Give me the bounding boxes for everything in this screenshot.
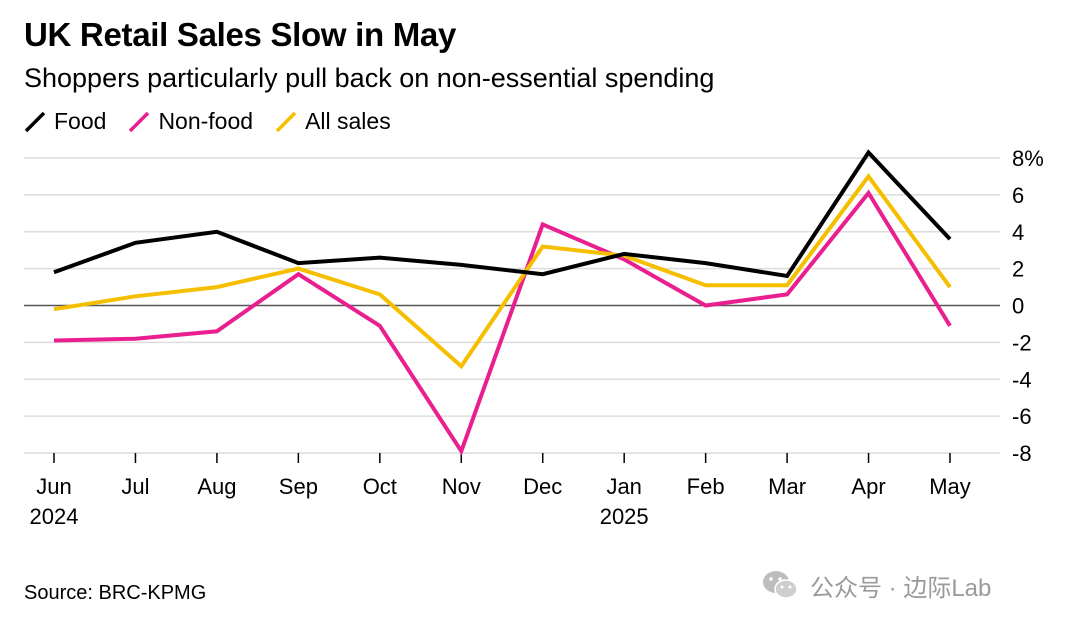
y-tick-label: -6 xyxy=(1012,404,1032,429)
y-tick-label: 8% xyxy=(1012,146,1044,171)
series-line-non-food xyxy=(53,189,952,456)
y-tick-label: 6 xyxy=(1012,183,1024,208)
y-tick-label: 4 xyxy=(1012,220,1024,245)
x-year-label: 2025 xyxy=(600,504,649,529)
x-tick-label: Sep xyxy=(279,474,318,499)
x-tick-label: Apr xyxy=(851,474,885,499)
legend-item-all-sales: All sales xyxy=(275,108,391,135)
legend-label-all-sales: All sales xyxy=(305,108,391,134)
legend-label-food: Food xyxy=(54,108,107,134)
x-year-label: 2024 xyxy=(30,504,79,529)
series-line-food xyxy=(53,149,952,279)
y-tick-label: -2 xyxy=(1012,330,1032,355)
wechat-icon xyxy=(763,571,798,599)
y-tick-label: 0 xyxy=(1012,294,1024,319)
x-tick-label: May xyxy=(929,474,971,499)
x-tick-label: Dec xyxy=(523,474,562,499)
x-tick-label: Aug xyxy=(197,474,236,499)
series-line-all-sales xyxy=(53,173,952,370)
x-tick-label: Feb xyxy=(687,474,725,499)
chart-title: UK Retail Sales Slow in May xyxy=(24,16,457,53)
legend-swatch-non-food xyxy=(129,111,150,132)
x-tick-label: Jun xyxy=(36,474,71,499)
x-tick-label: Oct xyxy=(363,474,397,499)
legend-swatch-all-sales xyxy=(275,111,297,132)
watermark: 公众号 · 边际Lab xyxy=(760,565,991,605)
x-tick-label: Mar xyxy=(768,474,806,499)
chart-subtitle: Shoppers particularly pull back on non-e… xyxy=(24,63,715,93)
x-tick-label: Jan xyxy=(606,474,641,499)
legend-item-non-food: Non-food xyxy=(128,108,253,135)
y-tick-label: -4 xyxy=(1012,367,1032,392)
legend: Food Non-food All sales xyxy=(24,108,391,135)
watermark-text: 公众号 · 边际Lab xyxy=(810,574,992,602)
source-note: Source: BRC-KPMG xyxy=(24,582,207,604)
legend-label-non-food: Non-food xyxy=(158,108,254,134)
y-tick-label: -8 xyxy=(1012,441,1032,466)
x-tick-label: Jul xyxy=(121,474,149,499)
x-tick-label: Nov xyxy=(442,474,481,499)
y-tick-label: 2 xyxy=(1012,257,1024,282)
legend-item-food: Food xyxy=(24,108,106,135)
legend-swatch-food xyxy=(24,111,46,132)
